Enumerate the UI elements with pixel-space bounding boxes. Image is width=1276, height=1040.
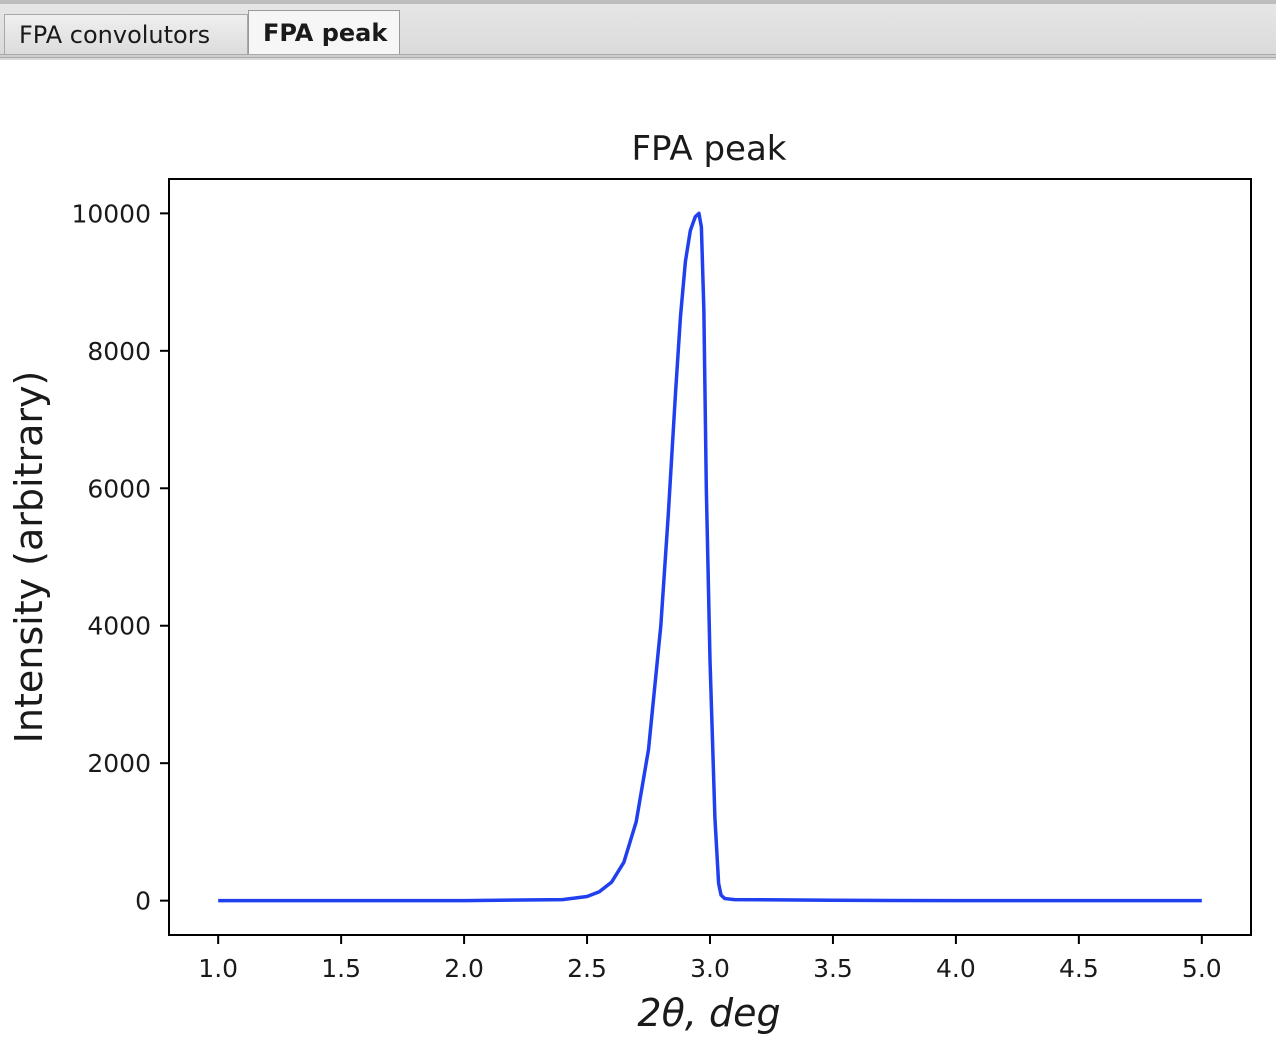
y-axis: 0 2000 4000 6000 8000 10000 xyxy=(71,199,169,916)
y-tick-label: 0 xyxy=(135,887,151,916)
chart-area: FPA peak 1.0 1.5 2.0 2.5 3.0 3.5 4.0 4.5 5.0 0 20… xyxy=(0,60,1276,1036)
tab-fpa-peak[interactable]: FPA peak xyxy=(248,10,400,54)
x-tick-label: 2.0 xyxy=(444,954,484,983)
y-tick-label: 2000 xyxy=(87,749,151,778)
series-line xyxy=(218,211,1202,903)
chart-title: FPA peak xyxy=(632,129,787,169)
y-axis-label: Intensity (arbitrary) xyxy=(7,371,51,744)
x-tick-label: 2.5 xyxy=(567,954,607,983)
tab-bar-divider xyxy=(0,54,1276,58)
x-tick-label: 1.5 xyxy=(321,954,361,983)
x-tick-label: 5.0 xyxy=(1182,954,1222,983)
x-tick-label: 3.0 xyxy=(690,954,730,983)
y-tick-label: 4000 xyxy=(87,612,151,641)
fpa-peak-chart: FPA peak 1.0 1.5 2.0 2.5 3.0 3.5 4.0 4.5 5.0 0 20… xyxy=(7,129,1252,1035)
x-axis-label: 2θ, deg xyxy=(637,991,780,1035)
plot-frame xyxy=(168,178,1252,936)
x-axis: 1.0 1.5 2.0 2.5 3.0 3.5 4.0 4.5 5.0 xyxy=(198,935,1222,983)
x-tick-label: 3.5 xyxy=(813,954,853,983)
x-tick-label: 4.0 xyxy=(936,954,976,983)
y-tick-label: 10000 xyxy=(71,199,151,228)
tab-fpa-convolutors[interactable]: FPA convolutors xyxy=(4,14,248,54)
x-tick-label: 4.5 xyxy=(1059,954,1099,983)
y-tick-label: 6000 xyxy=(87,474,151,503)
y-tick-label: 8000 xyxy=(87,337,151,366)
x-tick-label: 1.0 xyxy=(198,954,238,983)
